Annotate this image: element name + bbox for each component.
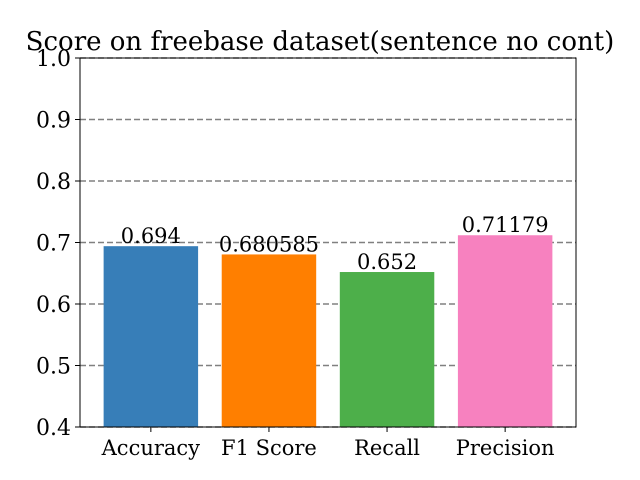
x-tick-label: Precision [456,436,555,460]
y-tick-label: 0.9 [36,109,71,134]
data-label: 0.694 [121,224,181,248]
y-tick-label: 0.7 [36,232,71,257]
x-axis-ticks: Accuracy F1 Score Recall Precision [101,427,555,460]
y-tick-label: 1.0 [36,47,71,72]
y-tick-label: 0.5 [36,355,71,380]
bar-recall [339,272,435,427]
bar-precision [457,235,553,427]
data-label: 0.652 [357,250,417,274]
x-tick-label: Accuracy [101,436,201,460]
chart-title: Score on freebase dataset(sentence no co… [26,27,615,57]
data-label: 0.71179 [462,213,549,237]
y-axis-ticks: 0.4 0.5 0.6 0.7 0.8 0.9 1.0 [36,47,80,441]
y-tick-label: 0.8 [36,170,71,195]
y-tick-label: 0.6 [36,293,71,318]
x-tick-label: Recall [354,436,420,460]
x-tick-label: F1 Score [221,436,317,460]
bars [103,235,553,427]
data-label: 0.680585 [219,232,319,256]
y-tick-label: 0.4 [36,416,71,441]
data-labels: 0.694 0.680585 0.652 0.71179 [121,213,549,274]
bar-f1-score [221,254,317,427]
bar-accuracy [103,246,199,427]
